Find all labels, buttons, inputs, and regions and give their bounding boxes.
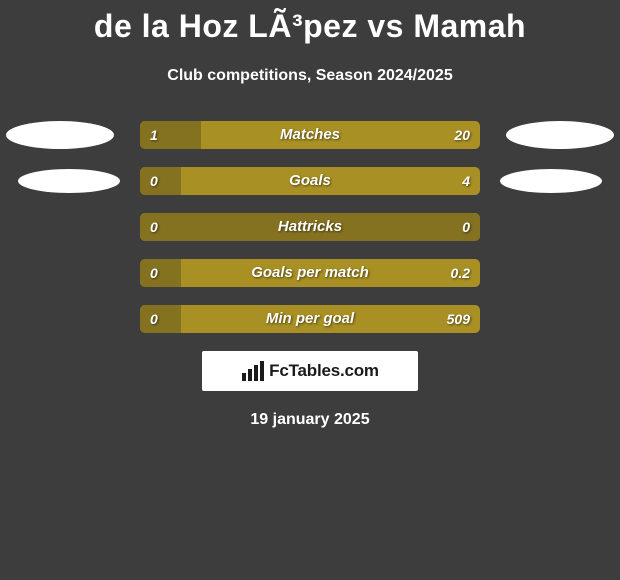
bar-left-fill (140, 259, 181, 287)
bar-left-fill (140, 121, 201, 149)
comparison-infographic: de la Hoz LÃ³pez vs Mamah Club competiti… (0, 0, 620, 580)
player-badge-left (6, 121, 114, 149)
logo-text: FcTables.com (269, 361, 379, 381)
player-badge-left (18, 169, 120, 193)
bar-track (140, 121, 480, 149)
bar-left-fill (140, 305, 181, 333)
player-badge-right (506, 121, 614, 149)
bar-track (140, 259, 480, 287)
bar-chart-icon (241, 361, 265, 381)
stat-row: Goals per match00.2 (0, 259, 620, 287)
bar-left-fill (140, 167, 181, 195)
stat-row: Min per goal0509 (0, 305, 620, 333)
bar-track (140, 305, 480, 333)
page-title: de la Hoz LÃ³pez vs Mamah (0, 0, 620, 45)
source-logo: FcTables.com (202, 351, 418, 391)
player-badge-right (500, 169, 602, 193)
stat-row: Hattricks00 (0, 213, 620, 241)
snapshot-date: 19 january 2025 (0, 411, 620, 429)
stat-row: Goals04 (0, 167, 620, 195)
bar-track (140, 167, 480, 195)
stat-row: Matches120 (0, 121, 620, 149)
bar-track (140, 213, 480, 241)
bar-left-fill (140, 213, 480, 241)
page-subtitle: Club competitions, Season 2024/2025 (0, 67, 620, 85)
stat-rows: Matches120 Goals04 Hattricks00 Goals per ma… (0, 121, 620, 333)
